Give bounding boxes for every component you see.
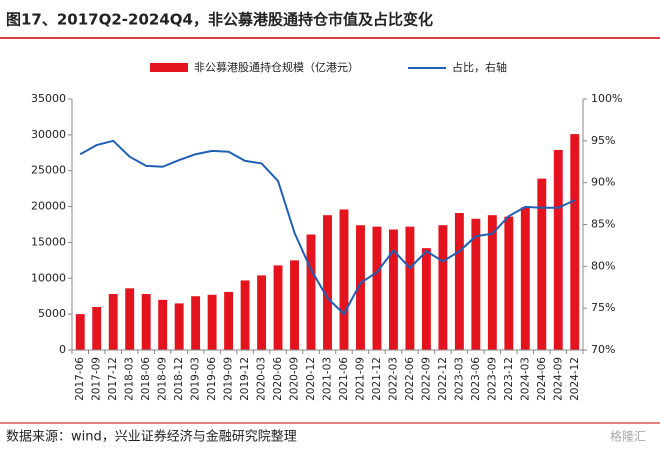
- x-tick-label: 2017-06: [74, 357, 86, 401]
- x-tick-label: 2022-09: [420, 357, 432, 401]
- bar: [570, 134, 580, 350]
- y-tick-label: 20000: [31, 200, 66, 213]
- bar: [421, 248, 431, 350]
- y2-tick-label: 70%: [591, 343, 615, 356]
- x-tick-label: 2020-12: [305, 357, 317, 401]
- x-tick-label: 2020-06: [272, 357, 284, 401]
- bar: [174, 303, 184, 350]
- x-tick-label: 2024-12: [569, 357, 581, 401]
- y-tick-label: 35000: [31, 92, 66, 105]
- legend-label: 占比，右轴: [452, 60, 507, 74]
- x-tick-label: 2018-03: [124, 357, 136, 401]
- bar: [454, 213, 464, 350]
- x-tick-label: 2024-06: [536, 357, 548, 401]
- bar: [257, 275, 267, 350]
- y2-tick-label: 90%: [591, 176, 615, 189]
- x-tick-label: 2023-09: [486, 357, 498, 401]
- x-tick-label: 2022-12: [437, 357, 449, 401]
- y-tick-label: 15000: [31, 235, 66, 248]
- bar: [92, 306, 102, 350]
- x-tick-label: 2021-12: [371, 357, 383, 401]
- bar: [504, 216, 514, 350]
- y-tick-label: 0: [59, 343, 66, 356]
- y2-tick-label: 95%: [591, 134, 615, 147]
- legend-swatch: [150, 63, 188, 72]
- x-tick-label: 2023-03: [453, 357, 465, 401]
- x-tick-label: 2023-12: [503, 357, 515, 401]
- bar: [487, 215, 497, 350]
- bar: [290, 260, 299, 350]
- bar: [553, 149, 563, 350]
- bar: [125, 288, 135, 350]
- y-tick-label: 5000: [38, 307, 66, 320]
- x-tick-label: 2020-09: [289, 357, 301, 401]
- bar: [372, 226, 382, 350]
- x-tick-label: 2022-03: [387, 357, 399, 401]
- y-tick-label: 10000: [31, 271, 66, 284]
- line: [79, 139, 576, 316]
- bar: [158, 299, 168, 350]
- bar: [207, 294, 217, 350]
- legend-label: 非公募港股通持仓规模（亿港元）: [194, 60, 359, 74]
- x-tick-label: 2021-09: [354, 357, 366, 401]
- bar: [405, 226, 415, 350]
- bar: [306, 234, 316, 350]
- x-tick-label: 2019-06: [206, 357, 218, 401]
- x-tick-label: 2018-12: [173, 357, 185, 401]
- bar: [388, 229, 398, 350]
- bar: [438, 225, 448, 350]
- y2-tick-label: 100%: [591, 92, 622, 105]
- bar: [339, 209, 349, 350]
- bar: [323, 215, 332, 350]
- y-tick-label: 25000: [31, 164, 66, 177]
- watermark: 格隆汇: [610, 429, 646, 444]
- x-tick-label: 2021-03: [322, 357, 334, 401]
- y2-tick-label: 85%: [591, 218, 615, 231]
- x-tick-label: 2017-12: [107, 357, 119, 401]
- y2-tick-label: 80%: [591, 259, 615, 272]
- x-tick-label: 2024-09: [552, 357, 564, 401]
- x-tick-label: 2018-06: [140, 357, 152, 401]
- bar: [224, 291, 234, 350]
- bar: [471, 218, 481, 350]
- bar: [520, 207, 530, 350]
- source-note: 数据来源：wind，兴业证券经济与金融研究院整理: [6, 429, 297, 445]
- x-tick-label: 2022-06: [404, 357, 416, 401]
- bar: [240, 280, 250, 350]
- bar: [108, 294, 118, 350]
- x-tick-label: 2023-06: [470, 357, 482, 401]
- bar: [537, 178, 547, 350]
- y-tick-label: 30000: [31, 128, 66, 141]
- chart-title: 图17、2017Q2-2024Q4，非公募港股通持仓市值及占比变化: [6, 11, 433, 29]
- x-tick-label: 2017-09: [91, 357, 103, 401]
- bar: [75, 314, 85, 350]
- x-tick-label: 2019-12: [239, 357, 251, 401]
- x-tick-label: 2021-06: [338, 357, 350, 401]
- x-tick-label: 2019-03: [190, 357, 202, 401]
- x-tick-label: 2018-09: [157, 357, 169, 401]
- bar: [356, 225, 365, 350]
- bar: [141, 294, 151, 350]
- y2-tick-label: 75%: [591, 301, 615, 314]
- x-tick-label: 2019-09: [223, 357, 235, 401]
- x-tick-label: 2020-03: [256, 357, 268, 401]
- bar: [191, 296, 201, 350]
- bar: [273, 265, 283, 350]
- x-tick-label: 2024-03: [519, 357, 531, 401]
